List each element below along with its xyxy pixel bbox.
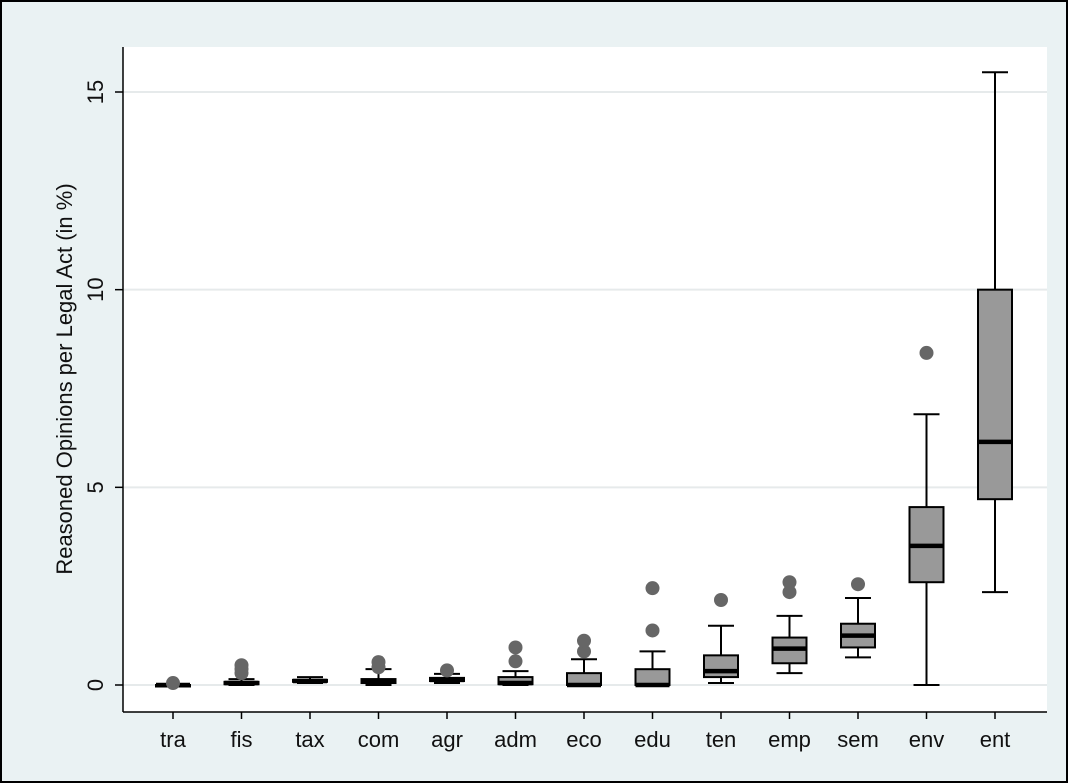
- outlier-point: [577, 633, 591, 648]
- box-fis: [223, 658, 260, 686]
- box-tax: [292, 676, 328, 685]
- box-edu: [634, 581, 671, 688]
- box-body: [977, 288, 1013, 501]
- outlier-point: [371, 655, 386, 670]
- box-body: [703, 654, 739, 679]
- x-tick-label: emp: [768, 727, 811, 752]
- outlier-point: [508, 640, 523, 655]
- box-sem: [840, 577, 876, 659]
- y-ticks: 0 5 10 15: [83, 80, 123, 691]
- box-agr: [429, 663, 465, 685]
- x-tick-label: ent: [980, 727, 1011, 752]
- x-tick-label: com: [358, 727, 400, 752]
- outlier-point: [645, 581, 660, 596]
- box-env: [908, 345, 945, 686]
- x-tick-label: edu: [634, 727, 671, 752]
- y-tick-label: 5: [83, 481, 108, 493]
- box-com: [360, 655, 397, 686]
- x-ticks: tra fis tax com agr adm eco edu ten emp sem env ent: [160, 712, 1010, 752]
- y-tick-label: 10: [83, 277, 108, 301]
- x-tick-label: agr: [431, 727, 463, 752]
- x-tick-label: eco: [566, 727, 601, 752]
- box-emp: [771, 575, 808, 675]
- boxes: [155, 71, 1013, 691]
- x-tick-label: fis: [231, 727, 253, 752]
- outlier-point: [508, 654, 523, 669]
- x-tick-label: env: [909, 727, 944, 752]
- x-tick-label: sem: [837, 727, 879, 752]
- box-eco: [566, 633, 602, 688]
- box-tra: [155, 676, 191, 691]
- box-ent: [977, 71, 1013, 594]
- box-body: [634, 668, 671, 686]
- outlier-point: [714, 593, 728, 608]
- outlier-point: [851, 577, 865, 592]
- outlier-point: [234, 658, 249, 673]
- x-tick-label: tra: [160, 727, 186, 752]
- box-adm: [497, 640, 534, 686]
- outlier-point: [577, 644, 591, 659]
- outlier-point: [645, 623, 660, 638]
- outlier-point: [440, 663, 454, 678]
- y-axis-title: Reasoned Opinions per Legal Act (in %): [52, 183, 77, 574]
- y-tick-label: 15: [83, 80, 108, 104]
- x-tick-label: tax: [295, 727, 324, 752]
- outlier-point: [919, 345, 934, 360]
- x-tick-label: ten: [706, 727, 737, 752]
- x-tick-label: adm: [494, 727, 537, 752]
- outlier-point: [782, 585, 797, 600]
- plot-area: [123, 47, 1047, 712]
- outlier-point: [166, 676, 180, 691]
- axes: [122, 47, 1047, 713]
- outlier-point: [782, 575, 797, 590]
- y-tick-label: 0: [83, 679, 108, 691]
- box-ten: [703, 593, 739, 685]
